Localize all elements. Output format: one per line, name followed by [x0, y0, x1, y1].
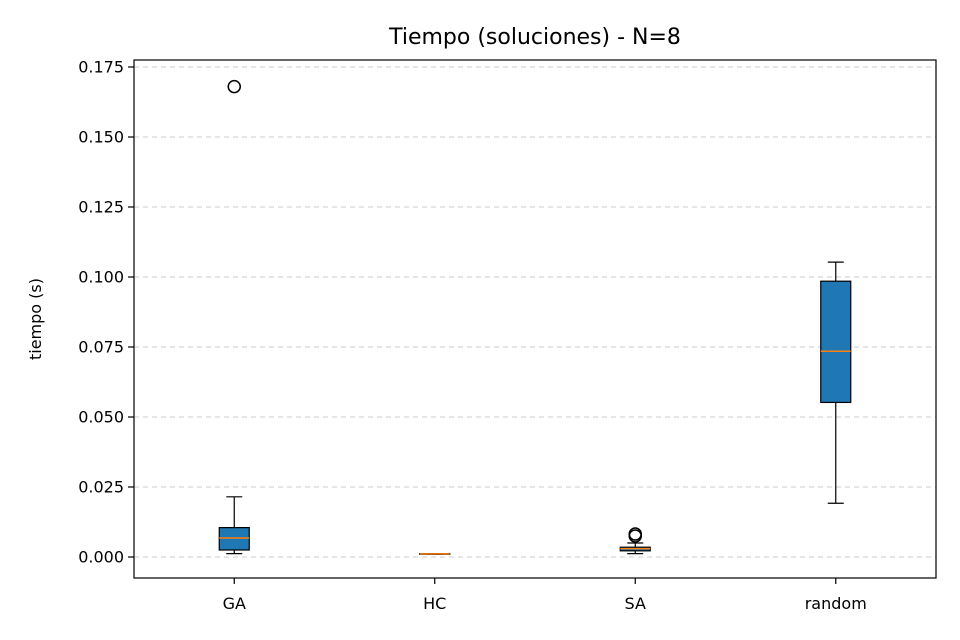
plot-frame	[133, 59, 937, 579]
y-axis-label: tiempo (s)	[26, 278, 45, 360]
y-tick-label: 0.100	[78, 268, 124, 287]
box-group	[218, 79, 852, 555]
y-tick-label: 0.175	[78, 58, 124, 77]
outlier-point	[628, 527, 642, 541]
y-tick-label: 0.075	[78, 338, 124, 357]
y-tick-label: 0.025	[78, 478, 124, 497]
x-tick-label: SA	[625, 594, 646, 613]
x-tick-label: HC	[423, 594, 446, 613]
x-axis: GA HC SA random	[223, 578, 867, 613]
y-axis: 0.000 0.025 0.050 0.075 0.100 0.125 0.150 0.175	[78, 58, 134, 567]
y-tick-label: 0.125	[78, 198, 124, 217]
y-tick-label: 0.000	[78, 548, 124, 567]
outlier-point	[227, 79, 241, 94]
chart-title: Tiempo (soluciones) - N=8	[388, 25, 681, 50]
x-tick-label: GA	[223, 594, 246, 613]
box	[218, 526, 250, 551]
box	[820, 280, 852, 404]
grid-lines	[134, 66, 936, 558]
y-tick-label: 0.050	[78, 408, 124, 427]
x-tick-label: random	[805, 594, 867, 613]
y-tick-label: 0.150	[78, 128, 124, 147]
